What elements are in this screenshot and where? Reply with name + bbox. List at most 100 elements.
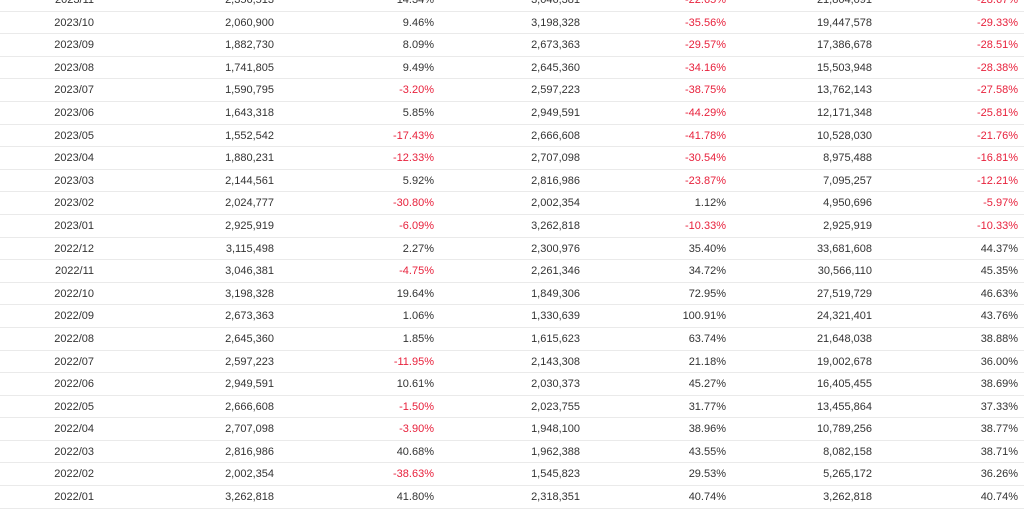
value-1-cell: 2,024,777 [225,197,274,210]
value-3-cell: 12,171,348 [816,106,872,119]
month-cell: 2022/11 [55,265,94,278]
percent-3-cell: -10.33% [977,219,1018,232]
table-row: 2022/01 3,262,818 41.80% 2,318,351 40.74… [0,486,1024,509]
percent-1-cell: -12.33% [393,152,434,165]
percent-3-cell: 36.26% [980,468,1018,481]
table-row: 2022/11 3,046,381 -4.75% 2,261,346 34.72… [0,260,1024,283]
percent-1-cell: -3.20% [399,84,434,97]
percent-2-cell: 1.12% [694,197,726,210]
month-cell: 2022/04 [54,423,94,436]
value-3-cell: 4,950,696 [823,197,872,210]
value-3-cell: 24,321,401 [816,310,872,323]
percent-2-cell: 29.53% [688,468,726,481]
month-cell: 2022/09 [54,310,94,323]
month-cell: 2022/12 [54,242,94,255]
value-2-cell: 2,645,360 [531,61,580,74]
month-cell: 2023/08 [54,61,94,74]
value-2-cell: 2,300,976 [531,242,580,255]
value-2-cell: 3,262,818 [531,219,580,232]
percent-1-cell: -6.09% [399,219,434,232]
value-2-cell: 2,666,608 [531,129,580,142]
value-3-cell: 2,925,919 [823,219,872,232]
month-cell: 2022/01 [54,491,94,504]
value-1-cell: 2,673,363 [225,310,274,323]
value-2-cell: 1,948,100 [531,423,580,436]
percent-3-cell: 44.37% [980,242,1018,255]
value-1-cell: 3,046,381 [225,265,274,278]
value-1-cell: 2,597,223 [225,355,274,368]
value-3-cell: 8,082,158 [823,445,872,458]
value-2-cell: 2,816,986 [531,174,580,187]
value-1-cell: 1,741,805 [225,61,274,74]
percent-3-cell: 38.77% [980,423,1018,436]
percent-2-cell: 34.72% [688,265,726,278]
percent-1-cell: -4.75% [399,265,434,278]
value-1-cell: 3,198,328 [225,287,274,300]
percent-1-cell: 40.68% [396,445,434,458]
percent-1-cell: 2.27% [402,242,434,255]
percent-1-cell: -17.43% [393,129,434,142]
table-row: 2022/03 2,816,986 40.68% 1,962,388 43.55… [0,441,1024,464]
value-3-cell: 21,804,091 [816,0,872,6]
value-3-cell: 19,002,678 [816,355,872,368]
month-cell: 2022/05 [54,400,94,413]
table-row: 2023/02 2,024,777 -30.80% 2,002,354 1.12… [0,192,1024,215]
table-row: 2022/02 2,002,354 -38.63% 1,545,823 29.5… [0,463,1024,487]
percent-1-cell: 9.49% [402,61,434,74]
percent-2-cell: -29.57% [685,39,726,52]
percent-3-cell: -28.67% [977,0,1018,6]
percent-2-cell: -23.87% [685,174,726,187]
percent-1-cell: 5.85% [402,106,434,119]
percent-1-cell: 19.64% [396,287,434,300]
value-3-cell: 21,648,038 [816,332,872,345]
value-3-cell: 17,386,678 [816,39,872,52]
month-cell: 2023/11 [55,0,94,6]
value-2-cell: 2,597,223 [531,84,580,97]
percent-2-cell: -30.54% [685,152,726,165]
percent-2-cell: 38.96% [688,423,726,436]
value-2-cell: 3,198,328 [531,16,580,29]
percent-1-cell: 1.85% [402,332,434,345]
value-3-cell: 10,528,030 [816,129,872,142]
percent-2-cell: -44.29% [685,106,726,119]
value-2-cell: 3,046,381 [531,0,580,6]
percent-1-cell: 1.06% [402,310,434,323]
percent-3-cell: -28.51% [977,39,1018,52]
value-1-cell: 1,880,231 [225,152,274,165]
percent-1-cell: 14.34% [396,0,434,6]
value-1-cell: 3,262,818 [225,491,274,504]
percent-3-cell: 37.33% [980,400,1018,413]
value-2-cell: 2,030,373 [531,378,580,391]
month-cell: 2023/02 [54,197,94,210]
value-1-cell: 1,882,730 [225,39,274,52]
percent-2-cell: -34.16% [685,61,726,74]
percent-3-cell: 36.00% [980,355,1018,368]
percent-2-cell: 43.55% [688,445,726,458]
value-1-cell: 2,356,513 [225,0,274,6]
table-row: 2022/10 3,198,328 19.64% 1,849,306 72.95… [0,283,1024,306]
month-cell: 2022/06 [54,378,94,391]
value-1-cell: 2,144,561 [225,174,274,187]
month-cell: 2023/06 [54,106,94,119]
value-2-cell: 2,023,755 [531,400,580,413]
value-2-cell: 1,615,623 [531,332,580,345]
percent-3-cell: 46.63% [980,287,1018,300]
month-cell: 2022/08 [54,332,94,345]
percent-2-cell: 100.91% [682,310,726,323]
value-1-cell: 2,925,919 [225,219,274,232]
month-cell: 2023/03 [54,174,94,187]
table-row: 2023/03 2,144,561 5.92% 2,816,986 -23.87… [0,170,1024,193]
value-2-cell: 2,673,363 [531,39,580,52]
table-row: 2022/04 2,707,098 -3.90% 1,948,100 38.96… [0,418,1024,441]
table-row: 2023/06 1,643,318 5.85% 2,949,591 -44.29… [0,102,1024,125]
percent-3-cell: 38.71% [980,445,1018,458]
percent-3-cell: 40.74% [980,491,1018,504]
percent-2-cell: -22.65% [685,0,726,6]
percent-3-cell: -12.21% [977,174,1018,187]
value-1-cell: 2,949,591 [225,378,274,391]
table-row: 2023/08 1,741,805 9.49% 2,645,360 -34.16… [0,57,1024,80]
value-1-cell: 2,002,354 [225,468,274,481]
percent-1-cell: -30.80% [393,197,434,210]
month-cell: 2022/10 [54,287,94,300]
